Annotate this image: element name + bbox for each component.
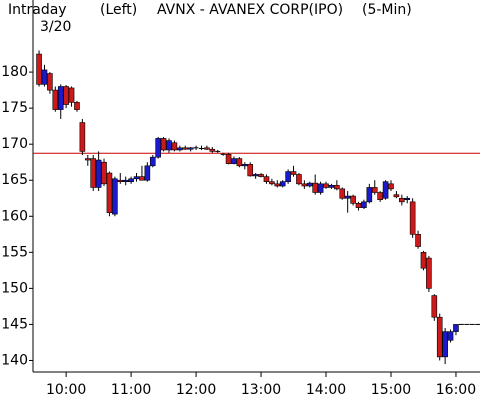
candle-body <box>409 201 416 235</box>
candle-body <box>63 86 69 105</box>
candle-body <box>112 178 118 215</box>
candle-body <box>382 181 389 199</box>
candle-body <box>160 138 167 151</box>
candle-body <box>139 176 145 181</box>
candle-body <box>366 187 373 203</box>
candle-body <box>166 140 172 151</box>
candle-body <box>74 102 80 110</box>
candle-body <box>133 176 140 180</box>
candle-body <box>68 87 75 103</box>
x-tick-label: 11:00 <box>111 382 151 398</box>
candle-body <box>57 86 64 110</box>
candle-body <box>41 69 48 85</box>
candle-body <box>371 187 378 193</box>
candle-body <box>149 156 156 167</box>
candle-body <box>334 184 340 190</box>
candle-body <box>269 181 275 185</box>
candle-body <box>404 197 411 200</box>
candle-body <box>242 164 248 167</box>
candle-body <box>377 192 383 200</box>
y-tick-label: 140 <box>1 352 28 368</box>
candle-body <box>106 172 113 213</box>
candle-body <box>128 178 134 182</box>
candle-body <box>301 183 308 187</box>
candle-body <box>177 147 183 151</box>
candle-body <box>285 171 291 182</box>
y-tick-label: 175 <box>1 100 28 116</box>
candle-body <box>187 147 194 150</box>
candle-body <box>399 197 405 203</box>
candle-body <box>258 174 264 177</box>
candle-body <box>252 174 259 177</box>
x-tick-label: 13:00 <box>241 382 281 398</box>
candle-body <box>182 147 189 150</box>
x-tick-label: 16:00 <box>436 382 476 398</box>
candle-body <box>447 331 454 341</box>
candle-body <box>263 176 270 182</box>
candle-body <box>350 195 356 204</box>
candle-body <box>361 201 367 208</box>
y-tick-label: 150 <box>1 280 28 296</box>
candle-body <box>442 331 448 358</box>
y-tick-label: 160 <box>1 208 28 224</box>
candle-body <box>312 182 318 193</box>
x-tick-label: 10:00 <box>46 382 86 398</box>
candle-body <box>296 174 302 185</box>
axis-side: (Left) <box>100 2 137 18</box>
candle-body <box>47 73 53 91</box>
candle-body <box>274 183 281 187</box>
header-left: Intraday <box>8 2 67 18</box>
candle-body <box>306 182 313 187</box>
candle-body <box>344 195 351 199</box>
y-tick-label: 155 <box>1 244 28 260</box>
candle-body <box>155 138 161 158</box>
x-tick-label: 15:00 <box>371 382 411 398</box>
candle-body <box>79 122 86 152</box>
chart-title: AVNX - AVANEX CORP(IPO) <box>157 2 343 18</box>
candle-body <box>279 181 286 187</box>
candle-body <box>415 234 421 247</box>
candle-body <box>209 148 216 152</box>
candle-body <box>171 142 178 151</box>
candle-body <box>52 89 59 110</box>
y-tick-label: 145 <box>1 316 28 332</box>
chart-subtitle: (5-Min) <box>362 2 412 18</box>
candle-body <box>231 158 237 164</box>
candle-body <box>225 153 232 164</box>
candle-body <box>328 184 335 188</box>
date-label: 3/20 <box>40 19 71 35</box>
candle-body <box>122 179 129 182</box>
candle-body <box>426 257 432 289</box>
y-tick-label: 165 <box>1 172 28 188</box>
candle-body <box>236 158 243 167</box>
candle-body <box>317 183 324 193</box>
candle-body <box>431 295 438 318</box>
candle-body <box>453 324 459 332</box>
candle-body <box>339 188 346 199</box>
candle-body <box>436 316 443 358</box>
candle-body <box>144 165 151 181</box>
y-tick-label: 180 <box>1 64 28 80</box>
y-tick-label: 170 <box>1 136 28 152</box>
candle-body <box>355 203 362 208</box>
candle-body <box>95 159 102 188</box>
candle-body <box>388 183 394 190</box>
candle-body <box>117 179 124 182</box>
candle-body <box>323 183 329 188</box>
candle-body <box>204 147 210 150</box>
candle-body <box>84 158 91 161</box>
candle-body <box>247 164 254 177</box>
candle-body <box>90 158 97 188</box>
x-tick-label: 12:00 <box>176 382 216 398</box>
candle-body <box>101 161 107 185</box>
candle-body <box>36 53 42 85</box>
candle-body <box>393 194 400 198</box>
candle-body <box>420 252 427 269</box>
x-tick-label: 14:00 <box>306 382 346 398</box>
candle-body <box>290 171 297 175</box>
